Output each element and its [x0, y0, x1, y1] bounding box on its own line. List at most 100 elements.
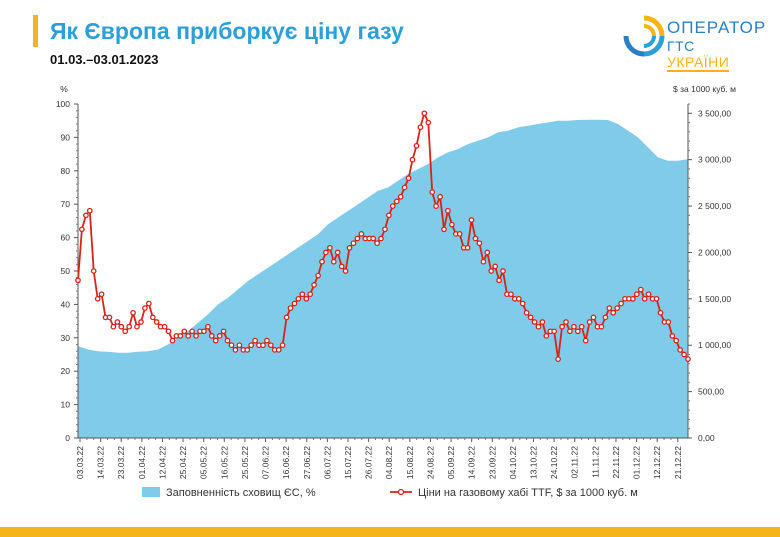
- price-point: [248, 342, 255, 349]
- price-point: [555, 356, 561, 362]
- price-point: [496, 277, 502, 284]
- price-point: [161, 323, 168, 330]
- price-point: [468, 217, 475, 223]
- price-point: [445, 207, 451, 214]
- price-point: [315, 272, 321, 279]
- price-point: [189, 328, 195, 335]
- left-tick-label: 10: [61, 400, 71, 410]
- x-tick-label: 13.10.22: [529, 446, 539, 479]
- price-point: [606, 305, 613, 311]
- price-point: [429, 189, 436, 195]
- x-tick-label: 26.07.22: [364, 446, 374, 479]
- price-point: [386, 212, 392, 219]
- price-point: [578, 323, 585, 330]
- price-point: [334, 249, 341, 256]
- price-point: [677, 347, 683, 353]
- price-point: [515, 295, 522, 302]
- price-point: [673, 337, 680, 344]
- price-point: [527, 314, 534, 321]
- logo-text-line2: ГТС УКРАЇНИ: [667, 38, 752, 72]
- price-point: [283, 314, 290, 321]
- storage-area: [78, 119, 688, 438]
- price-point: [563, 319, 569, 325]
- price-point: [323, 249, 329, 256]
- right-tick-label: 500,00: [698, 387, 724, 397]
- legend-storage-label: Заповненність сховищ ЄС, %: [166, 487, 316, 499]
- price-point: [185, 333, 192, 339]
- price-point: [441, 226, 447, 233]
- x-tick-label: 21.12.22: [673, 446, 683, 479]
- price-point: [291, 300, 298, 307]
- price-point: [409, 156, 416, 163]
- x-tick-label: 27.06.22: [302, 446, 312, 479]
- x-tick-label: 11.11.22: [590, 446, 600, 478]
- price-point: [122, 328, 129, 335]
- logo-text-ukrainy: УКРАЇНИ: [667, 54, 730, 72]
- price-point: [567, 328, 573, 335]
- price-point: [216, 333, 223, 339]
- price-point: [208, 333, 215, 339]
- price-point: [633, 291, 640, 298]
- page-title: Як Європа приборкує ціну газу: [50, 18, 404, 44]
- price-point: [559, 323, 565, 330]
- price-point: [476, 240, 483, 247]
- price-point: [618, 300, 624, 307]
- left-tick-label: 70: [61, 199, 71, 209]
- price-point: [665, 319, 672, 325]
- price-point: [421, 110, 428, 117]
- price-point: [212, 337, 219, 344]
- price-point: [614, 305, 621, 311]
- price-point: [354, 235, 361, 242]
- price-point: [311, 282, 317, 288]
- price-point: [342, 268, 349, 274]
- logo-swirl-icon: [623, 15, 665, 57]
- price-point: [543, 333, 550, 339]
- x-tick-label: 05.05.22: [199, 446, 209, 479]
- price-point: [637, 286, 644, 293]
- price-point: [110, 323, 117, 330]
- price-point: [630, 295, 636, 302]
- x-tick-label: 23.03.22: [116, 446, 126, 479]
- price-point: [279, 342, 286, 349]
- price-point: [401, 184, 408, 191]
- price-point: [79, 226, 85, 233]
- price-point: [653, 295, 660, 302]
- price-point: [193, 333, 199, 339]
- price-point: [500, 268, 506, 274]
- price-point: [327, 244, 333, 251]
- left-tick-label: 20: [61, 366, 71, 376]
- price-point: [86, 207, 93, 214]
- right-tick-label: 1 000,00: [698, 340, 731, 350]
- logo-text-gts: ГТС: [667, 38, 695, 54]
- price-point: [236, 342, 243, 349]
- price-point: [641, 295, 648, 302]
- price-line-layer: [75, 110, 691, 362]
- x-tick-label: 25.05.22: [240, 446, 250, 479]
- x-tick-label: 03.03.22: [75, 446, 85, 479]
- price-point: [602, 314, 609, 321]
- price-point: [181, 328, 188, 335]
- x-tick-label: 14.09.22: [467, 446, 477, 479]
- price-point: [480, 258, 487, 265]
- price-point: [177, 333, 184, 339]
- price-point: [134, 323, 140, 330]
- left-tick-label: 40: [61, 299, 71, 309]
- price-point: [299, 291, 306, 298]
- price-point: [590, 314, 597, 321]
- price-point: [535, 323, 542, 330]
- price-point: [118, 323, 125, 330]
- price-point: [106, 314, 113, 321]
- price-point: [267, 342, 274, 349]
- bottom-accent-stripe: [0, 527, 780, 537]
- price-point: [138, 319, 144, 325]
- price-point: [393, 198, 400, 205]
- price-point: [456, 231, 463, 237]
- price-point: [610, 309, 617, 316]
- x-tick-label: 12.04.22: [157, 446, 167, 479]
- legend-price-marker: [397, 488, 405, 496]
- x-tick-label: 01.04.22: [137, 446, 147, 479]
- price-point: [94, 295, 101, 302]
- price-point: [685, 356, 691, 362]
- x-tick-label: 06.07.22: [322, 446, 332, 479]
